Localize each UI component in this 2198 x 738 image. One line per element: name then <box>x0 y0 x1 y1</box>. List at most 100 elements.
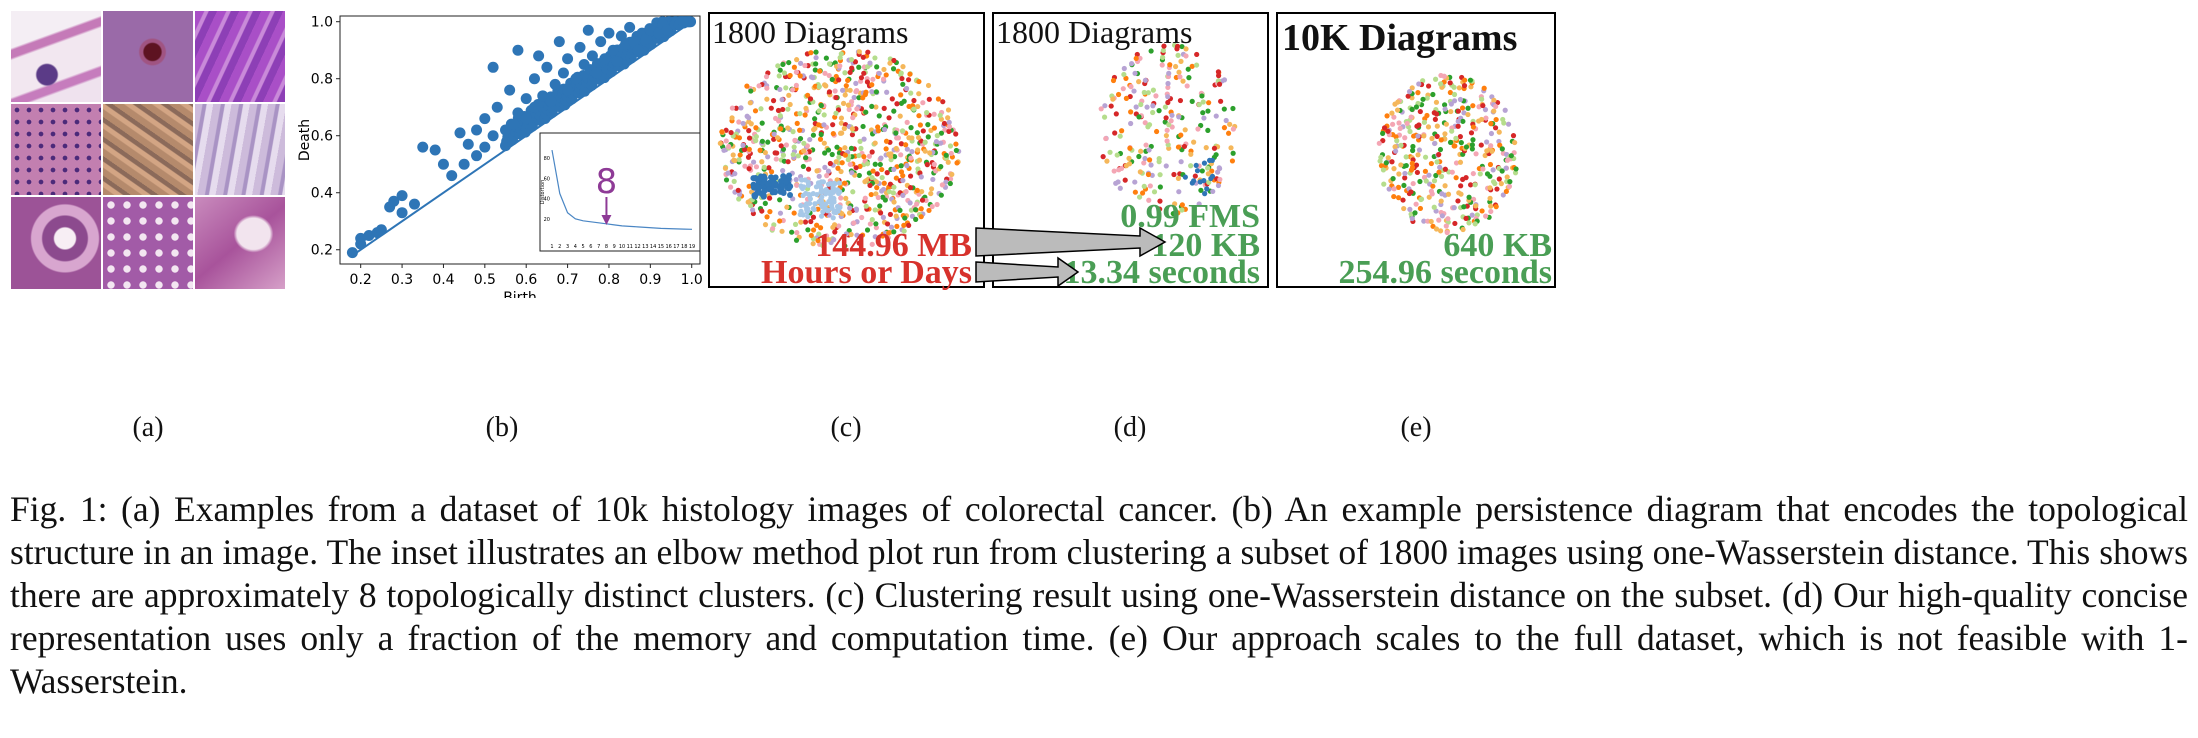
cluster-point <box>821 112 827 118</box>
cluster-point <box>1502 107 1508 113</box>
cluster-point <box>862 195 868 201</box>
cluster-point <box>756 83 762 89</box>
cluster-point <box>873 191 879 197</box>
cluster-point <box>1153 93 1159 99</box>
cluster-point <box>1163 115 1169 121</box>
pd-point <box>396 190 408 202</box>
pd-point <box>545 96 557 108</box>
pd-point <box>375 224 387 236</box>
cluster-point <box>898 70 904 76</box>
pd-xtick-label: 0.6 <box>515 272 537 288</box>
cluster-point <box>1127 145 1133 151</box>
cluster-point <box>825 181 832 187</box>
cluster-point <box>808 218 814 225</box>
cluster-point <box>1132 70 1138 76</box>
cluster-point <box>946 128 952 134</box>
cluster-point <box>906 103 912 110</box>
cluster-point <box>1493 204 1499 210</box>
cluster-point <box>779 96 785 103</box>
cluster-point <box>1163 132 1169 139</box>
cluster-point <box>750 175 757 182</box>
cluster-point <box>1395 99 1401 105</box>
cluster-point <box>1217 176 1223 183</box>
cluster-point <box>765 139 771 145</box>
histology-tile <box>102 196 194 290</box>
cluster-point <box>832 229 838 235</box>
cluster-point <box>941 120 948 127</box>
cluster-point <box>919 188 925 195</box>
cluster-point <box>922 148 928 154</box>
cluster-point <box>1433 172 1439 179</box>
cluster-point <box>799 177 805 183</box>
cluster-point <box>908 90 914 96</box>
cluster-point <box>816 122 822 128</box>
cluster-point <box>1441 73 1447 79</box>
cluster-point <box>797 73 803 79</box>
subfigure-label-c: (c) <box>830 412 862 443</box>
cluster-point <box>881 180 887 186</box>
panel-d-memory: 120 KB <box>1151 227 1260 264</box>
inset-xtick-label: 14 <box>650 244 656 250</box>
cluster-point <box>1430 91 1436 98</box>
cluster-point <box>1189 63 1195 69</box>
cluster-point <box>741 147 748 153</box>
cluster-point <box>946 124 953 130</box>
cluster-point <box>1210 188 1216 195</box>
cluster-point <box>879 166 885 173</box>
cluster-point <box>1488 130 1495 137</box>
cluster-point <box>775 107 782 114</box>
cluster-point <box>726 143 732 150</box>
cluster-point <box>828 199 834 205</box>
cluster-point <box>1425 83 1432 89</box>
cluster-point <box>1463 144 1470 150</box>
cluster-point <box>1422 154 1429 160</box>
cluster-point <box>1487 173 1493 179</box>
cluster-point <box>1183 46 1189 52</box>
cluster-point <box>805 166 812 172</box>
cluster-point <box>1421 119 1428 125</box>
cluster-point <box>1209 173 1216 179</box>
cluster-point <box>1172 201 1178 207</box>
cluster-point <box>869 103 875 110</box>
cluster-point <box>1138 101 1144 108</box>
cluster-point <box>853 165 859 171</box>
cluster-point <box>833 94 839 101</box>
cluster-point <box>1415 90 1421 96</box>
panel-e-memory: 640 KB <box>1443 227 1552 264</box>
cluster-point <box>1437 164 1443 170</box>
cluster-point <box>728 129 734 136</box>
cluster-point <box>819 199 825 205</box>
cluster-point <box>918 206 924 212</box>
cluster-point <box>1503 188 1509 195</box>
histology-tile <box>194 103 286 196</box>
cluster-point <box>816 68 823 74</box>
cluster-point <box>1432 76 1439 82</box>
cluster-point <box>1175 175 1182 181</box>
cluster-point <box>891 166 897 172</box>
cluster-point <box>954 160 960 166</box>
cluster-point <box>1178 58 1184 64</box>
cluster-point <box>1213 113 1219 119</box>
histology-tile <box>102 10 194 103</box>
cluster-point <box>845 102 852 108</box>
cluster-point <box>772 115 779 122</box>
cluster-point <box>746 115 752 121</box>
cluster-point <box>1418 196 1424 203</box>
cluster-point <box>1422 168 1429 174</box>
cluster-point <box>1113 180 1119 186</box>
cluster-point <box>1137 55 1143 61</box>
cluster-point <box>810 132 817 138</box>
pd-xtick-label: 0.2 <box>350 272 372 288</box>
cluster-point <box>762 222 769 228</box>
cluster-point <box>757 175 764 182</box>
cluster-point <box>1429 135 1435 142</box>
cluster-point <box>880 233 886 239</box>
cluster-point <box>1510 133 1517 139</box>
cluster-point <box>1470 124 1477 130</box>
cluster-point <box>1457 96 1464 103</box>
cluster-point <box>904 119 910 125</box>
cluster-point <box>787 101 793 108</box>
cluster-point <box>1439 213 1445 219</box>
cluster-point <box>1121 65 1127 72</box>
cluster-point <box>842 243 848 249</box>
